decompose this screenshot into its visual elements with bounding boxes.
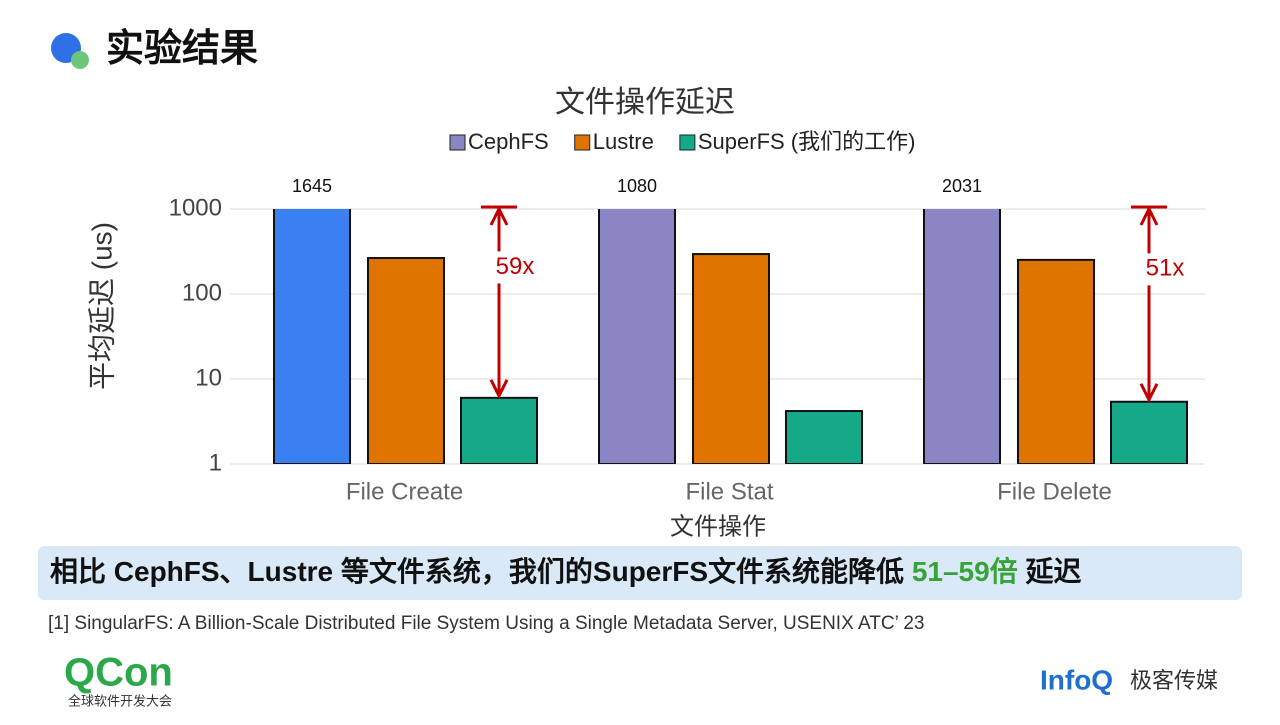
x-tick-label: File Stat <box>685 478 773 505</box>
plot <box>273 209 1188 464</box>
footnote: [1] SingularFS: A Billion-Scale Distribu… <box>48 613 925 634</box>
logo-qcon: QCon <box>64 651 173 695</box>
bar <box>1017 258 1095 464</box>
legend-label: Lustre <box>593 129 654 154</box>
bar <box>460 396 538 464</box>
annotation-bg <box>469 251 529 284</box>
x-axis-title: 文件操作 <box>670 513 766 540</box>
bar <box>273 209 351 464</box>
title-dot <box>71 51 89 69</box>
annotation-label: 59x <box>496 253 535 280</box>
summary-highlight: 51–59倍 <box>912 555 1018 587</box>
y-tick-label: 1 <box>209 449 222 476</box>
annotation-bg <box>1119 253 1179 286</box>
logo-infoq-sub: 极客传媒 <box>1130 668 1218 693</box>
bar <box>1110 400 1188 464</box>
summary-text: 相比 CephFS、Lustre 等文件系统，我们的SuperFS文件系统能降低 <box>50 555 912 587</box>
arrow-head <box>489 205 509 226</box>
legend-label: SuperFS (我们的工作) <box>698 129 916 154</box>
bar <box>367 257 445 464</box>
annotation-label: 51x <box>1146 255 1185 282</box>
bar <box>692 253 770 464</box>
bar <box>923 209 1001 464</box>
value-label: 1080 <box>617 176 657 196</box>
bar <box>785 410 863 464</box>
y-tick-label: 100 <box>182 279 222 306</box>
arrow-head <box>1139 383 1159 404</box>
bar <box>598 209 676 464</box>
legend-label: CephFS <box>468 129 549 154</box>
arrow-head <box>489 379 509 400</box>
value-label: 2031 <box>942 176 982 196</box>
arrow-head <box>1139 205 1159 226</box>
summary-text: 延迟 <box>1018 556 1082 587</box>
y-axis-title: 平均延迟 (us) <box>86 222 117 390</box>
logo-infoq: InfoQ <box>1040 664 1113 695</box>
legend-swatch <box>574 134 591 151</box>
x-tick-label: File Create <box>346 478 463 505</box>
slide-title: 实验结果 <box>106 28 258 70</box>
chart-title: 文件操作延迟 <box>555 86 735 119</box>
y-tick-label: 10 <box>195 364 222 391</box>
summary-banner <box>38 546 1242 600</box>
y-tick-label: 1000 <box>169 194 222 221</box>
legend-swatch <box>449 134 466 151</box>
x-tick-label: File Delete <box>997 478 1112 505</box>
value-label: 1645 <box>292 176 332 196</box>
summary: 相比 CephFS、Lustre 等文件系统，我们的SuperFS文件系统能降低… <box>50 555 1081 587</box>
logo-qcon-sub: 全球软件开发大会 <box>68 693 172 708</box>
legend-swatch <box>679 134 696 151</box>
